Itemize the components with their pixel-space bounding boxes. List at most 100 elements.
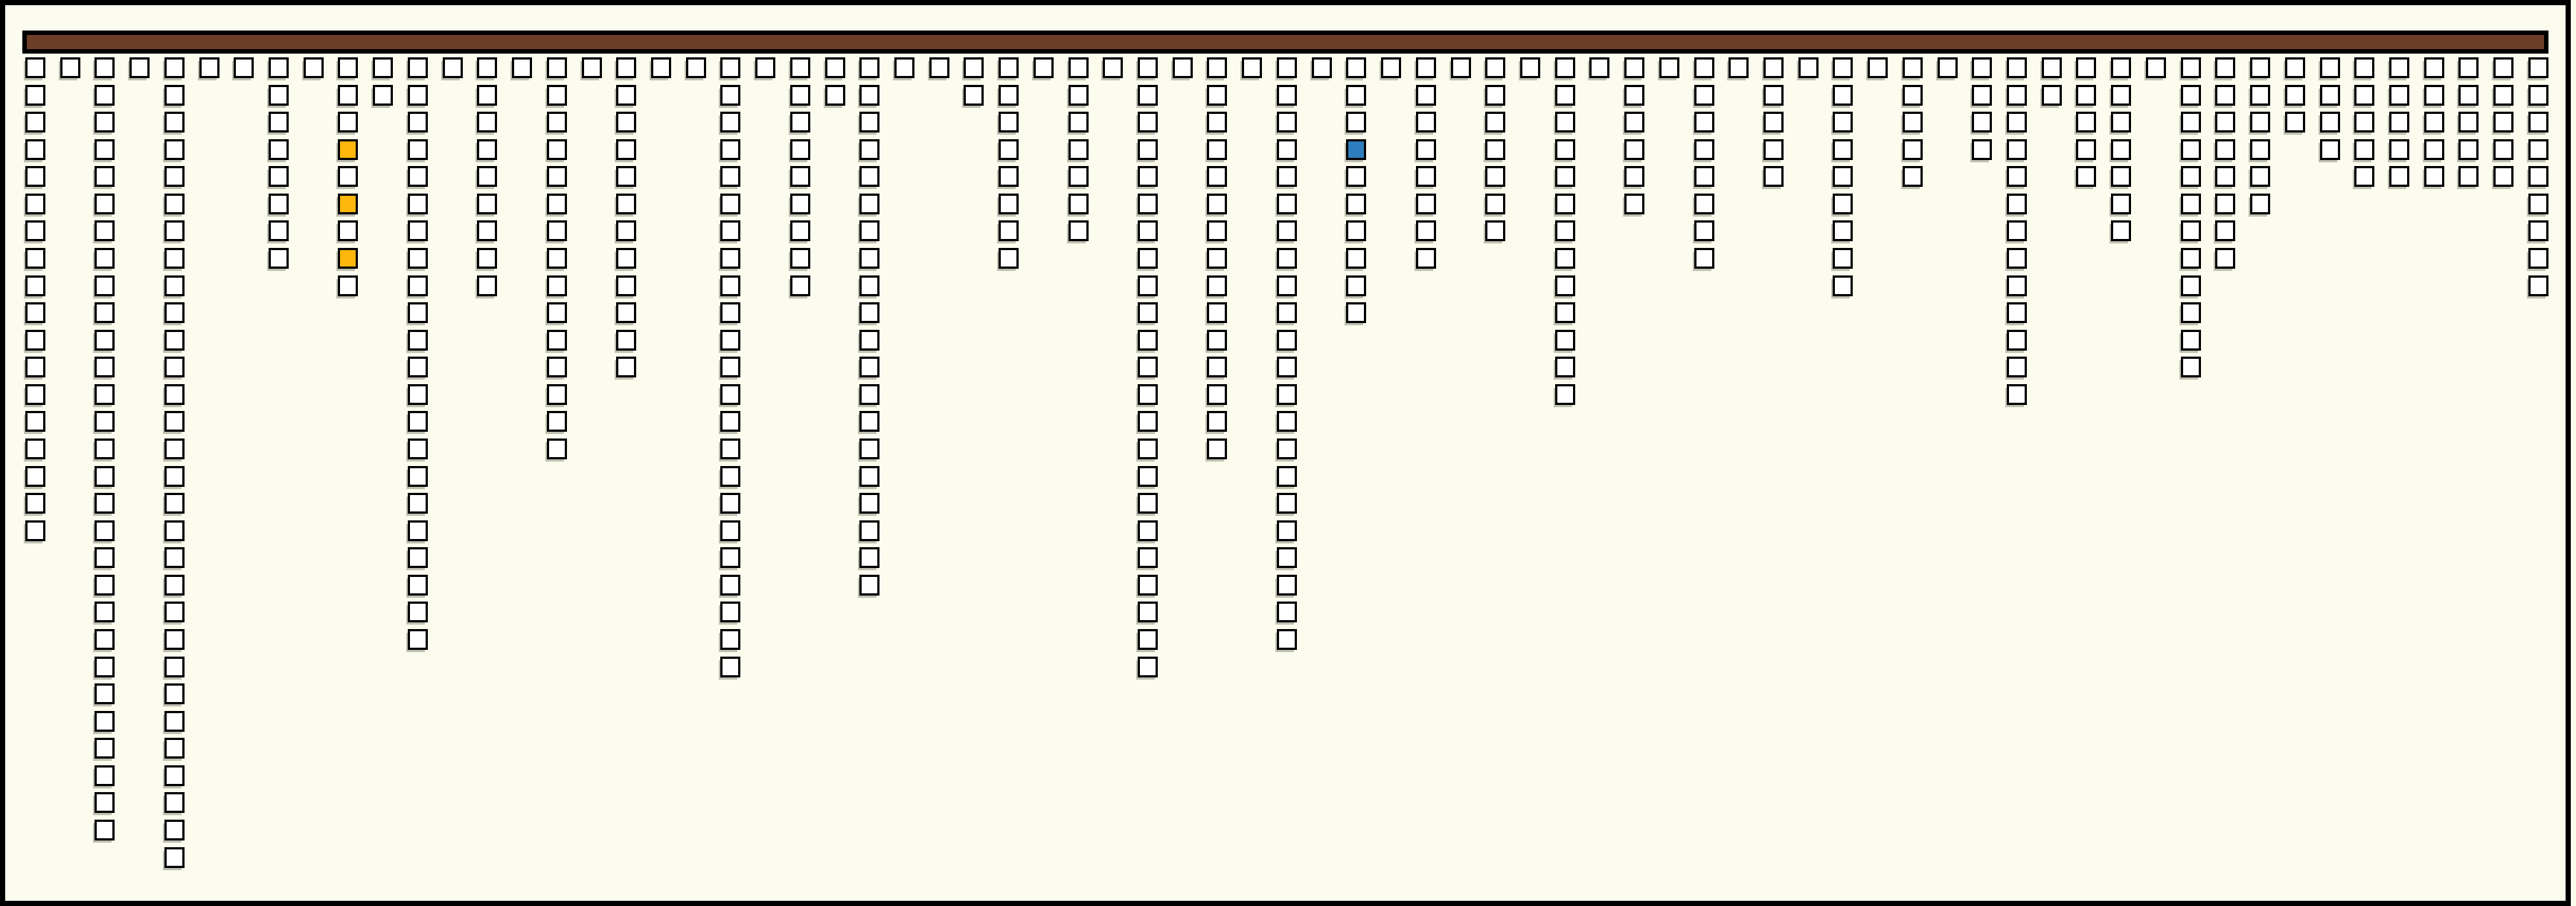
unit-square [477,112,497,133]
unit-square [269,139,289,160]
unit-square [2007,112,2027,133]
unit-square [2250,194,2270,214]
unit-square [2181,139,2201,160]
unit-square [1277,275,1297,296]
unit-square [1277,384,1297,405]
unit-square [25,520,45,541]
unit-square [164,683,185,704]
unit-square [1277,57,1297,78]
unit-square [2007,330,2027,351]
unit-square [164,765,185,786]
unit-square [408,411,428,432]
unit-square [2528,275,2548,296]
unit-square [2111,220,2131,241]
unit-square [616,166,636,187]
unit-square [2111,166,2131,187]
unit-square [2007,57,2027,78]
unit-square [720,493,740,514]
unit-square [2250,57,2270,78]
unit-square [2354,139,2374,160]
unit-square [2528,57,2548,78]
unit-square [720,85,740,106]
unit-square [720,657,740,677]
unit-square [1555,166,1575,187]
unit-square [2111,139,2131,160]
unit-square [2250,166,2270,187]
unit-square [1694,85,1714,106]
unit-square [1207,302,1227,323]
unit-square [1555,194,1575,214]
unit-square [2181,57,2201,78]
unit-square [1068,166,1089,187]
unit-square [269,112,289,133]
unit-square [408,629,428,650]
unit-square [1485,139,1505,160]
unit-square [408,85,428,106]
unit-square [1972,57,1992,78]
unit-square [408,275,428,296]
unit-square [2493,85,2513,106]
unit-square [790,85,810,106]
unit-square [720,194,740,214]
unit-square [790,112,810,133]
unit-square [94,411,115,432]
unit-square [2528,194,2548,214]
unit-square [408,575,428,596]
unit-square [164,330,185,351]
unit-square [1868,57,1888,78]
unit-square [859,194,880,214]
unit-square [2354,166,2374,187]
unit-square [164,302,185,323]
unit-square [477,248,497,269]
unit-square [164,657,185,677]
unit-square [164,792,185,813]
unit-square [408,330,428,351]
unit-square [1972,112,1992,133]
unit-square [1485,166,1505,187]
unit-square [338,166,358,187]
unit-square [2007,248,2027,269]
unit-square [1138,466,1158,487]
unit-square [1346,57,1366,78]
unit-square [94,85,115,106]
unit-square [999,57,1019,78]
unit-square [1068,57,1089,78]
unit-square [1555,330,1575,351]
unit-square [547,112,567,133]
unit-square [408,357,428,377]
unit-square [720,466,740,487]
unit-square [616,194,636,214]
unit-square [1381,57,1401,78]
unit-square [1416,220,1436,241]
unit-square [94,302,115,323]
unit-square [720,602,740,622]
unit-square [1416,166,1436,187]
unit-square [25,220,45,241]
unit-square [1694,248,1714,269]
unit-square [1277,85,1297,106]
unit-square [859,411,880,432]
unit-square [1138,166,1158,187]
unit-square [1624,112,1644,133]
unit-square [790,220,810,241]
unit-square [94,820,115,840]
unit-square [1798,57,1819,78]
unit-square [1138,57,1158,78]
unit-square [2111,194,2131,214]
unit-square [94,466,115,487]
unit-square [582,57,602,78]
unit-square [1103,57,1123,78]
unit-square [477,139,497,160]
unit-square [1624,166,1644,187]
unit-square [2111,112,2131,133]
unit-square [999,139,1019,160]
unit-square [2320,139,2340,160]
unit-square [1034,57,1054,78]
unit-square [2285,57,2305,78]
unit-square [2493,139,2513,160]
unit-square [1833,139,1853,160]
unit-square [964,57,984,78]
unit-square [2389,57,2409,78]
unit-square [1694,194,1714,214]
